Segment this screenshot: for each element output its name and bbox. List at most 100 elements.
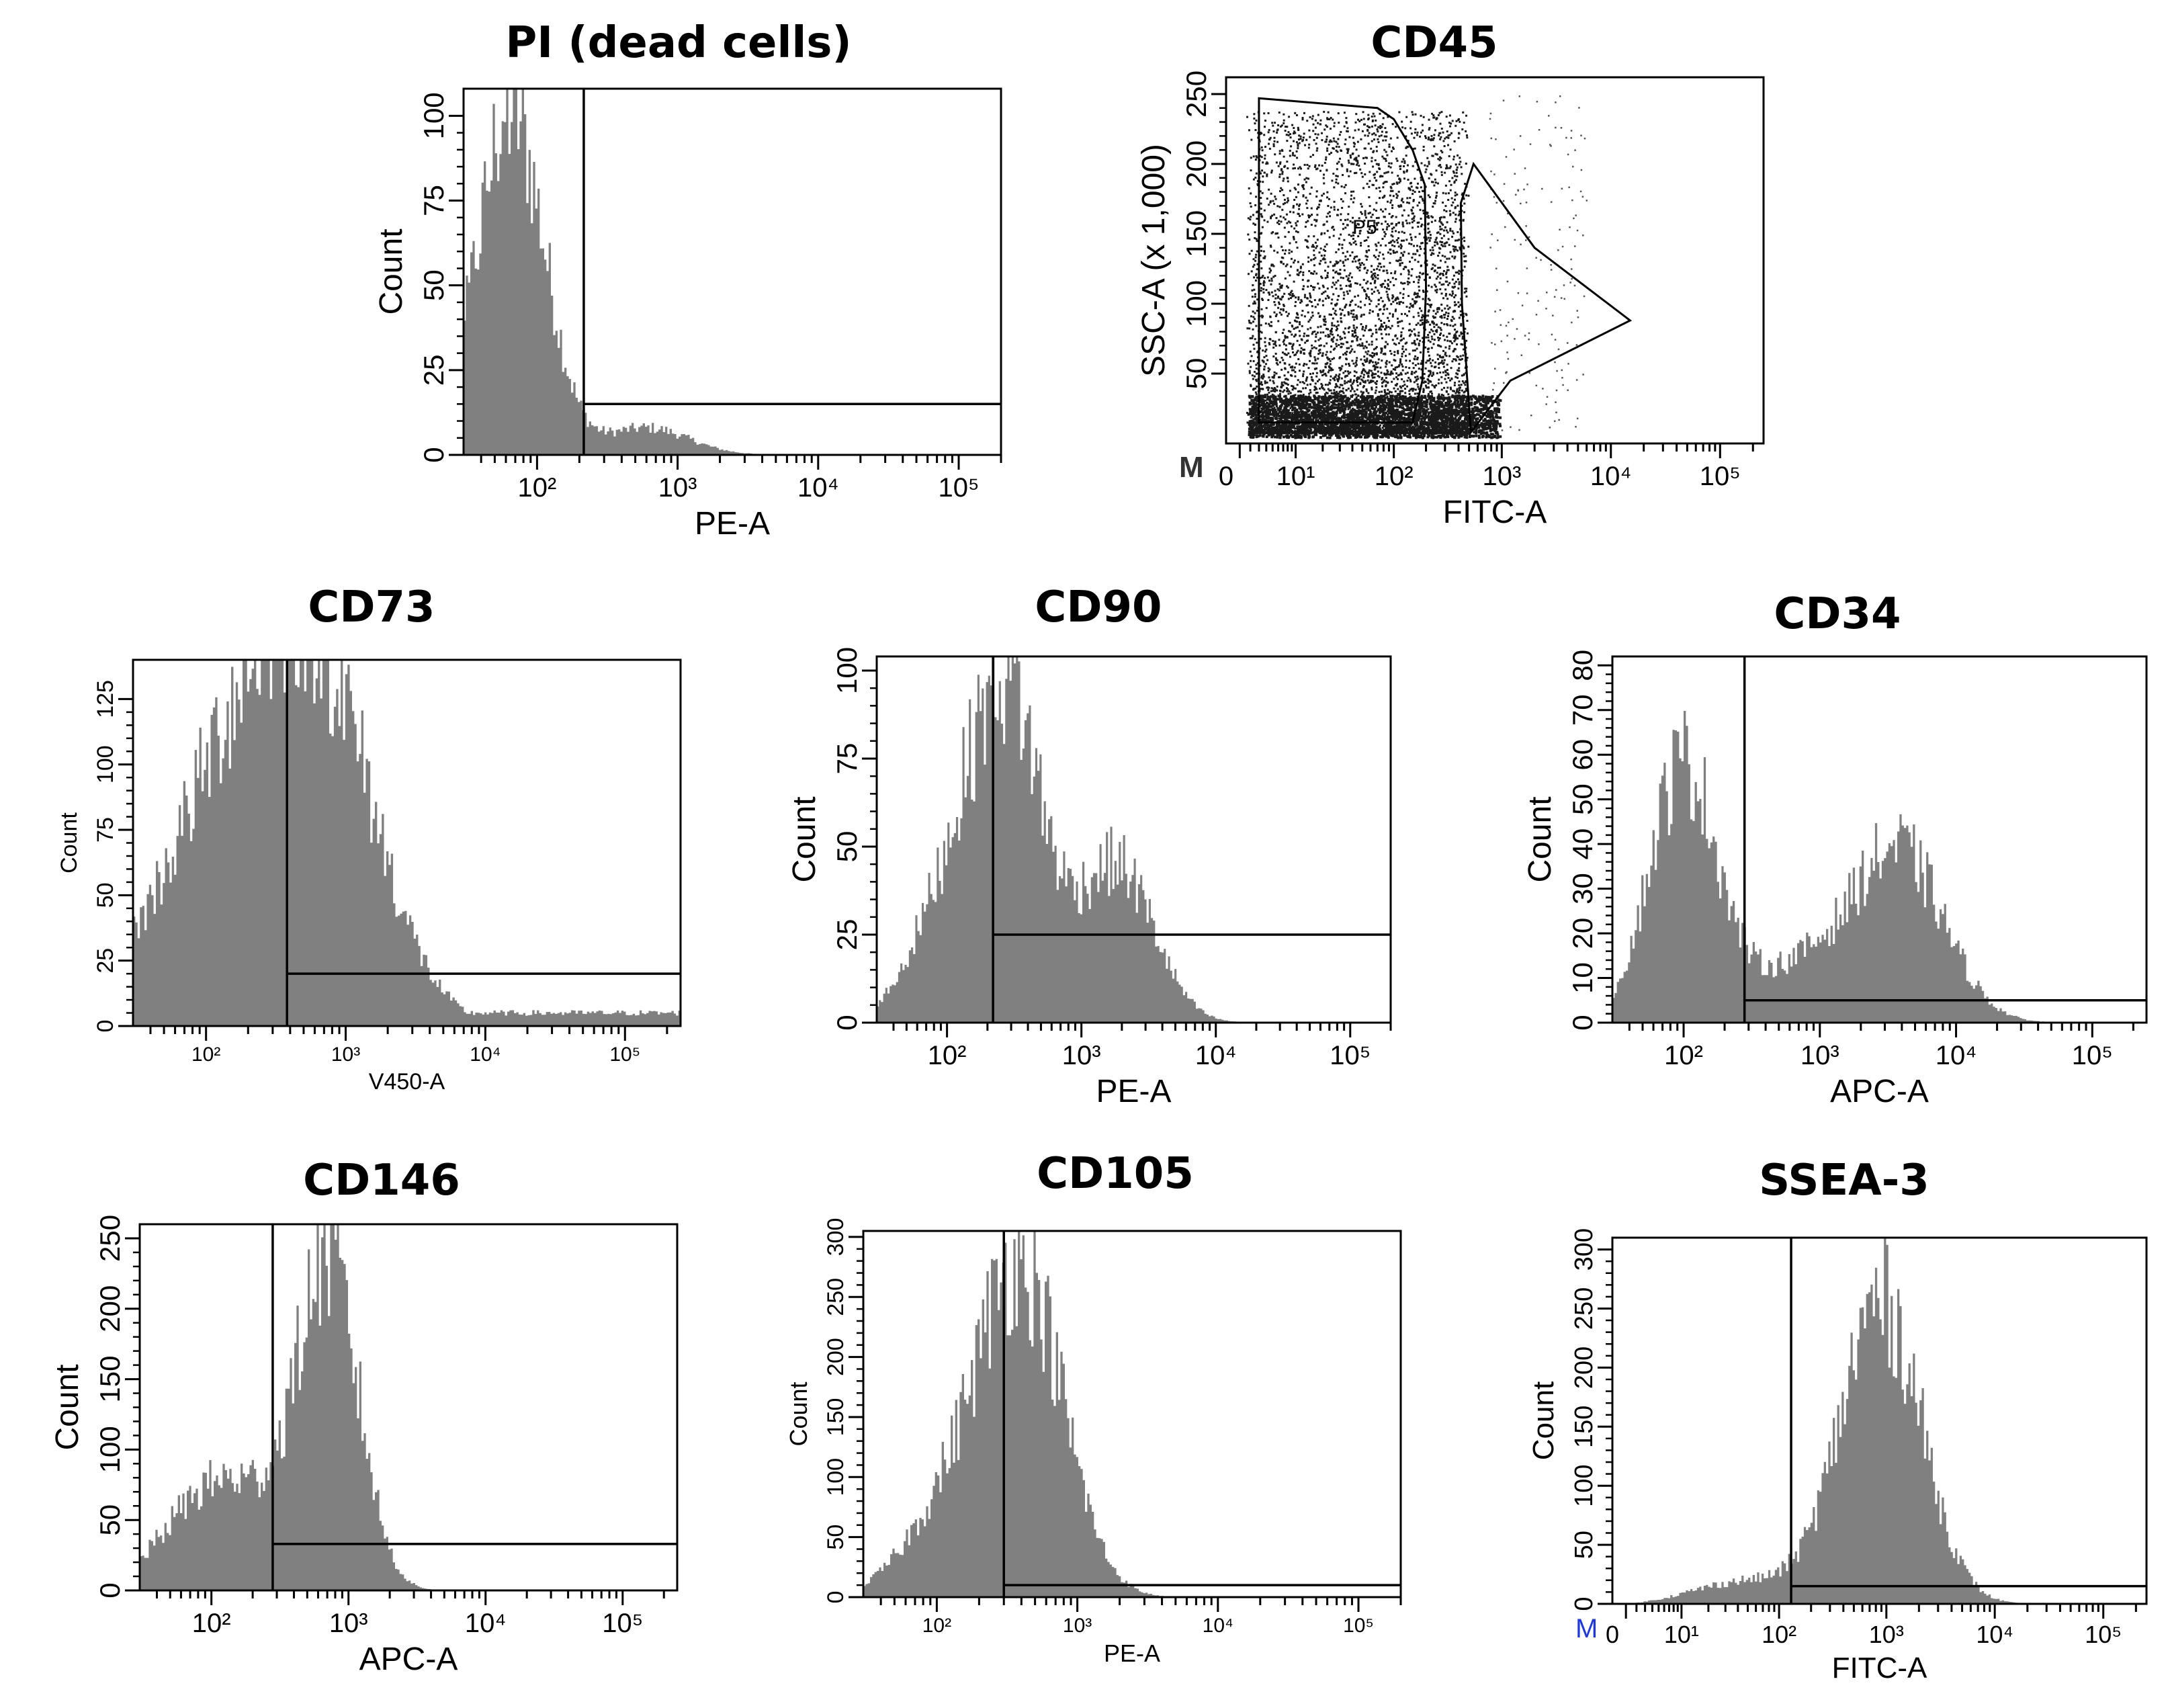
y-axis-label: Count [1527,1381,1560,1460]
plot-frame [875,655,1392,1024]
y-tick-label: 100 [1570,1464,1598,1506]
x-tick-label: 10² [1375,462,1414,491]
plot-frame [1611,1236,2148,1605]
x-tick-label: 10⁴ [1976,1621,2013,1648]
panel-title: PI (dead cells) [505,18,851,68]
y-tick-label: 75 [418,185,449,216]
histogram-series [863,1231,1401,1597]
x-tick-label: 10⁵ [609,1043,640,1066]
y-tick-label: 150 [1570,1406,1598,1448]
y-tick-label: 100 [94,1426,126,1473]
y-tick-label: 50 [93,882,118,908]
y-tick-label: 80 [1567,650,1598,681]
y-tick-label: 50 [823,1525,849,1550]
y-tick-label: 150 [1180,210,1212,257]
y-tick-label: 25 [831,919,863,951]
x-axis-label: FITC-A [1443,495,1547,530]
y-tick-label: 200 [1570,1347,1598,1389]
y-axis-label: Count [787,796,822,882]
y-axis-label: Count [56,812,82,873]
x-tick-label: 10⁵ [1700,462,1741,491]
x-tick-label: 10⁴ [1195,1041,1237,1070]
panel-cd34: 10² 10³ 10⁴ 10⁵ 0 10 20 30 40 50 60 70 80 APC-A Count C… [1522,589,2148,1109]
x-tick-label: 10⁵ [938,473,979,503]
y-tick-label: 70 [1567,694,1598,726]
histogram-series [133,660,681,1026]
x-tick-label: 10² [1762,1621,1796,1648]
x-tick-label: 10¹ [1664,1621,1699,1648]
x-tick-label: 10⁴ [465,1609,507,1638]
histogram-series [877,656,1391,1023]
y-tick-label: 200 [94,1285,126,1332]
y-tick-label: 50 [94,1504,126,1536]
plot-frame [1225,76,1765,445]
y-tick-label: 40 [1567,828,1598,860]
y-tick-label: 50 [1567,783,1598,815]
y-tick-label: 250 [1180,71,1212,118]
x-tick-label: 10⁵ [1343,1615,1374,1637]
panel-title: CD146 [303,1156,460,1205]
y-axis-label: Count [1522,796,1558,882]
y-tick-label: 150 [823,1398,849,1437]
gate-p5 [1258,97,1428,424]
x-tick-label: 10³ [1482,462,1521,491]
x-tick-label: 10⁵ [1330,1041,1371,1070]
x-tick-label: 10² [191,1043,220,1066]
corner-marker-label: M [1179,451,1204,484]
y-tick-label: 20 [1567,918,1598,949]
y-tick-label: 200 [1180,140,1212,187]
x-axis-label: PE-A [1096,1074,1171,1109]
x-tick-label: 0 [1219,462,1233,491]
panel-title: CD45 [1371,18,1498,68]
scatter-points [1246,95,1588,439]
y-tick-label: 60 [1567,739,1598,771]
y-tick-label: 200 [823,1338,849,1376]
y-axis-label: Count [374,228,409,314]
panel-cd90: 10² 10³ 10⁴ 10⁵ 0 25 50 75 100 PE-A Count CD90 [787,583,1392,1109]
panel-title: CD34 [1774,589,1901,639]
y-tick-label: 125 [93,680,118,718]
x-tick-label: 10⁵ [2072,1041,2113,1070]
y-tick-label: 75 [93,817,118,843]
y-tick-label: 100 [831,647,863,694]
y-tick-label: 0 [1567,1015,1598,1030]
y-tick-label: 250 [823,1278,849,1316]
y-tick-label: 0 [1570,1596,1598,1611]
panel-ssea3: 0 10¹ 10² 10³ 10⁴ 10⁵ 0 50 100 150 200 250 300 FITC-A… [1527,1156,2148,1684]
y-tick-label: 0 [418,447,449,462]
histogram-series [1612,711,2146,1023]
x-tick-label: 10³ [1869,1621,1904,1648]
x-tick-label: 10³ [1062,1041,1101,1070]
panel-title: SSEA-3 [1759,1156,1929,1205]
y-tick-label: 50 [831,831,863,863]
histogram-series [140,1224,677,1590]
x-tick-label: 10³ [1800,1041,1839,1070]
x-tick-label: 10² [517,473,556,503]
x-tick-label: 10³ [329,1609,368,1638]
y-axis-label: Count [785,1381,812,1446]
x-tick-label: 10² [1664,1041,1703,1070]
y-tick-label: 0 [831,1015,863,1030]
y-tick-label: 100 [1180,280,1212,327]
y-tick-label: 50 [1180,358,1212,390]
histogram-series [1612,1238,2146,1604]
panel-cd73: 10² 10³ 10⁴ 10⁵ 0 25 50 75 100 125 V450-A Count CD73 [56,583,682,1095]
population-label: P5 [1352,216,1377,239]
x-axis-label: APC-A [1830,1074,1929,1109]
x-tick-label: 10² [192,1609,231,1638]
y-axis-label: SSC-A (x 1,000) [1136,144,1172,377]
y-tick-label: 300 [1570,1228,1598,1271]
x-tick-label: 10³ [1063,1615,1092,1637]
plot-frame [862,1230,1402,1598]
x-tick-label: 10⁴ [470,1043,501,1066]
x-tick-label: 10² [922,1615,951,1637]
panel-cd45: P5 0 10¹ 10² 10³ 10⁴ 10⁵ 50 100 150 200 250 FITC-A SS… [1136,18,1765,530]
x-tick-label: 10⁵ [602,1609,643,1638]
x-tick-label: 10⁴ [1936,1041,1977,1070]
panel-cd105: 10² 10³ 10⁴ 10⁵ 0 50 100 150 200 250 300 PE-A Count C… [785,1149,1402,1667]
x-tick-label: 10³ [658,473,697,503]
y-tick-label: 75 [831,743,863,775]
x-tick-label: 10³ [331,1043,360,1066]
y-tick-label: 0 [94,1582,126,1598]
